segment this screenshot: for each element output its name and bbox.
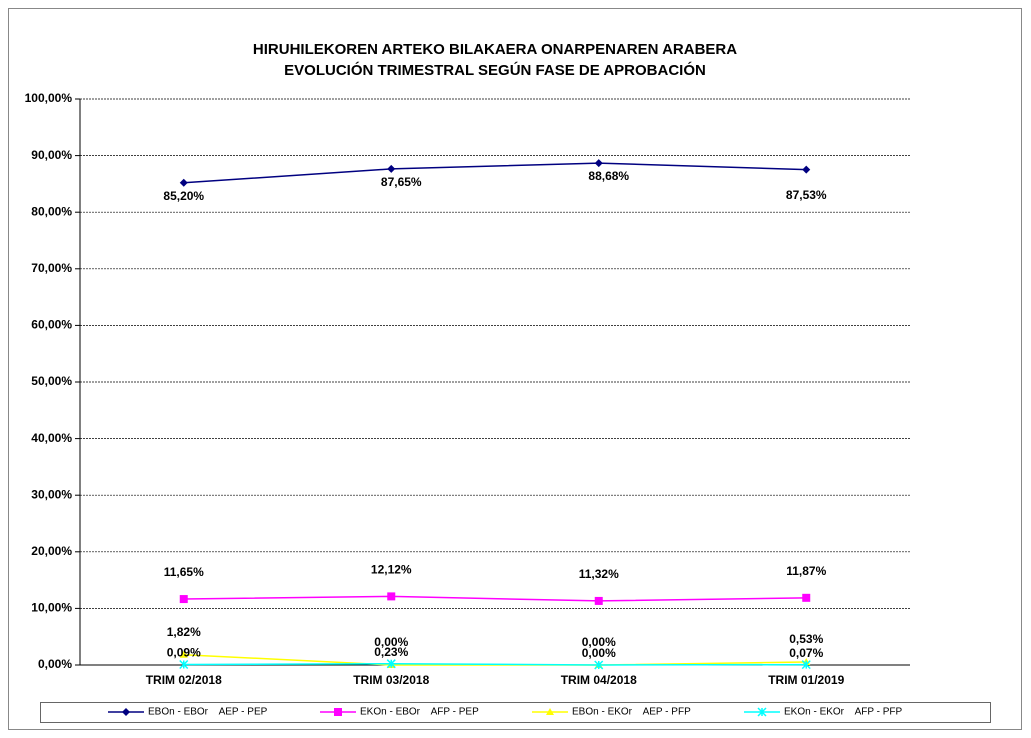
legend-text: EBOn - EBOr AEP - PEP [148,707,268,718]
marker [387,164,396,173]
chart-title: HIRUHILEKOREN ARTEKO BILAKAERA ONARPENAR… [253,41,737,58]
marker [546,708,554,715]
marker [179,595,188,604]
chart-border [8,8,1022,730]
y-tick-label: 30,00% [31,487,72,501]
data-label: 12,12% [371,563,412,577]
series-line [183,662,807,666]
legend-text: EKOn - EKOr AFP - PFP [784,707,903,718]
x-tick-label: TRIM 03/2018 [353,673,429,687]
legend-text: EBOn - EKOr AEP - PFP [572,707,691,718]
chart-subtitle: EVOLUCIÓN TRIMESTRAL SEGÚN FASE DE APROB… [284,61,706,79]
y-tick-label: 20,00% [31,544,72,558]
marker [802,165,811,174]
data-label: 0,07% [789,646,823,660]
y-tick-label: 70,00% [31,261,72,275]
y-tick-label: 10,00% [31,601,72,615]
y-tick-label: 50,00% [31,374,72,388]
y-tick-label: 80,00% [31,204,72,218]
legend-box [40,702,991,723]
marker [179,650,188,658]
marker [179,178,188,187]
series-line [183,595,807,602]
marker [594,660,604,670]
data-label: 85,20% [163,189,204,203]
data-label: 0,53% [789,632,823,646]
x-tick-label: TRIM 02/2018 [146,673,222,687]
data-label: 0,00% [582,635,616,649]
marker [757,707,767,717]
marker [594,596,603,605]
data-label: 87,65% [381,175,422,189]
data-label: 0,09% [167,646,201,660]
data-label: 1,82% [167,625,201,639]
marker [594,159,603,168]
marker [801,660,811,670]
y-tick-label: 60,00% [31,318,72,332]
data-label: 11,32% [579,567,619,581]
x-tick-label: TRIM 01/2019 [768,673,844,687]
legend-text: EKOn - EBOr AFP - PEP [360,707,479,718]
y-tick-label: 40,00% [31,431,72,445]
marker [387,592,396,601]
data-label: 0,00% [374,635,408,649]
series-line [183,162,807,184]
y-tick-label: 90,00% [31,148,72,162]
data-label: 88,68% [588,169,629,183]
data-label: 11,87% [786,564,826,578]
marker [179,659,189,670]
x-tick-label: TRIM 04/2018 [561,673,637,687]
data-label: 0,23% [374,645,408,659]
data-label: 11,65% [164,565,204,579]
marker [122,708,130,716]
y-tick-label: 0,00% [38,657,72,671]
marker [334,708,342,716]
marker [386,659,396,669]
marker [802,593,811,602]
data-label: 87,53% [786,188,827,202]
data-label: 0,00% [582,646,616,660]
y-tick-label: 100,00% [25,91,73,105]
